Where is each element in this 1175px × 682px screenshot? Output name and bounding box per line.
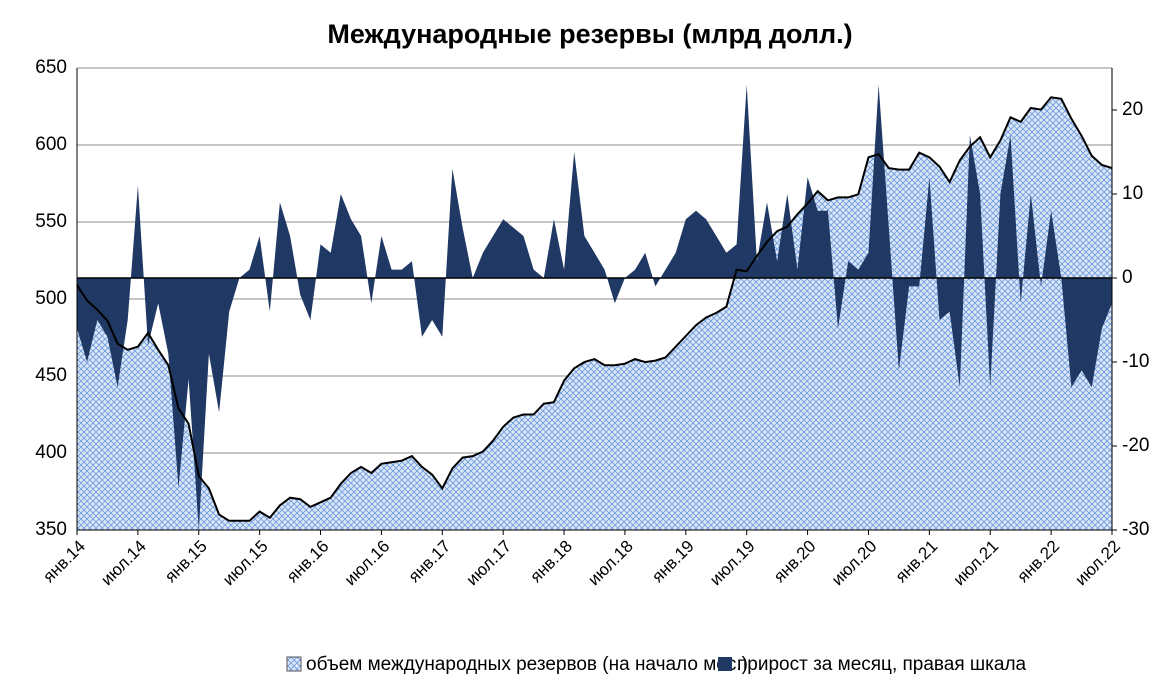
x-tick-label: янв.14 [39,537,89,587]
y2-tick-label: 20 [1122,99,1143,120]
y-tick-label: 400 [35,442,67,463]
x-tick-label: янв.15 [161,537,211,587]
y2-tick-label: 10 [1122,183,1143,204]
chart-title: Международные резервы (млрд долл.) [327,19,852,49]
line [76,96,1113,522]
x-tick-label: июл.17 [463,537,516,590]
x-tick-label: янв.22 [1013,537,1063,587]
y-tick-label: 650 [35,57,67,78]
x-tick-label: янв.18 [526,537,576,587]
y2-tick-label: -10 [1122,351,1149,372]
y-tick-label: 450 [35,365,67,386]
x-tick-label: июл.21 [950,537,1003,590]
x-tick-label: июл.19 [706,537,759,590]
x-tick-label: июл.22 [1071,537,1124,590]
y-tick-label: 550 [35,211,67,232]
y2-tick-label: -30 [1122,519,1149,540]
x-tick-label: июл.18 [584,537,637,590]
area [77,97,1112,531]
y2-tick-label: 0 [1122,267,1133,288]
y-tick-label: 600 [35,134,67,155]
x-tick-label: июл.16 [341,537,394,590]
x-tick-label: янв.16 [283,537,333,587]
x-tick-label: янв.21 [892,537,942,587]
y-tick-label: 350 [35,519,67,540]
x-tick-label: янв.17 [405,537,455,587]
y-tick-label: 500 [35,288,67,309]
area [77,84,1112,531]
x-tick-label: янв.19 [648,537,698,587]
legend-label: прирост за месяц, правая шкала [737,654,1027,675]
x-tick-label: июл.20 [828,537,881,590]
legend-swatch [286,656,302,672]
x-tick-label: июл.14 [97,537,150,590]
x-tick-label: июл.15 [219,537,272,590]
legend-label: объем международных резервов (на начало … [306,654,748,675]
x-tick-label: янв.20 [770,537,820,587]
legend-swatch [718,657,732,671]
y2-tick-label: -20 [1122,435,1149,456]
